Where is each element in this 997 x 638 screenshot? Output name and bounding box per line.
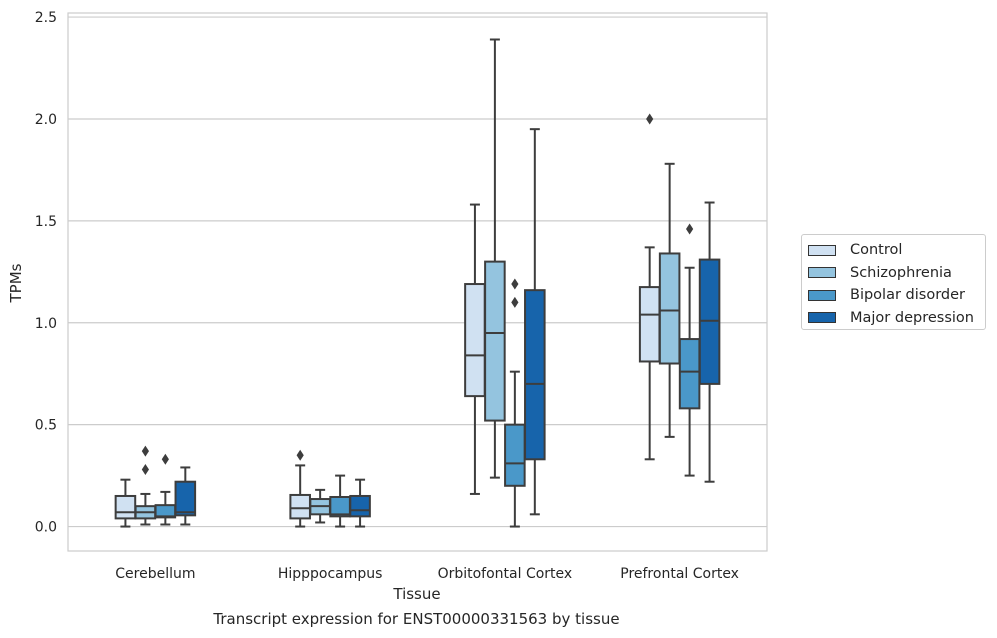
chart-title: Transcript expression for ENST0000033156… xyxy=(213,610,620,628)
y-tick-labels: 0.0 0.5 1.0 1.5 2.0 2.5 xyxy=(35,10,57,535)
x-tick-label: Hipppocampus xyxy=(278,566,383,582)
iqr-box xyxy=(504,423,526,487)
outlier-point xyxy=(511,278,519,290)
x-tick-label: Orbitofontal Cortex xyxy=(438,566,573,582)
iqr-box xyxy=(114,494,137,520)
legend-label: Control xyxy=(850,242,903,259)
x-tick-labels: Cerebellum Hipppocampus Orbitofontal Corte… xyxy=(115,566,739,582)
box-bipolar-disorder xyxy=(329,474,351,528)
box-schizophrenia xyxy=(309,488,331,524)
outlier-point xyxy=(686,223,694,235)
y-tick-label: 1.0 xyxy=(35,316,57,332)
outlier-point xyxy=(161,453,169,465)
iqr-box xyxy=(698,258,721,385)
plot-area-frame xyxy=(67,12,768,552)
y-tick-label: 0.5 xyxy=(35,418,57,434)
box-bipolar-disorder xyxy=(504,278,526,528)
box-major-depression xyxy=(698,201,721,483)
y-tick-label: 0.0 xyxy=(35,520,57,536)
y-tick-label: 2.5 xyxy=(35,10,57,26)
legend-swatch xyxy=(808,267,836,279)
outlier-point xyxy=(141,445,149,457)
iqr-box xyxy=(349,494,371,518)
box-schizophrenia xyxy=(134,445,157,526)
iqr-box xyxy=(678,338,701,410)
y-tick-label: 1.5 xyxy=(35,214,57,230)
legend-swatch xyxy=(808,289,836,301)
box-bipolar-disorder xyxy=(154,453,177,526)
iqr-box xyxy=(464,283,486,398)
x-tick-label: Prefrontal Cortex xyxy=(620,566,739,582)
iqr-box xyxy=(484,260,506,422)
x-axis-label: Tissue xyxy=(392,585,440,603)
box-control xyxy=(464,203,486,495)
x-tick-label: Cerebellum xyxy=(115,566,195,582)
box-bipolar-disorder xyxy=(678,223,701,477)
outlier-point xyxy=(511,296,519,308)
legend-item: Bipolar disorder xyxy=(808,284,985,307)
legend-item: Major depression xyxy=(808,307,985,330)
iqr-box xyxy=(174,480,197,517)
legend-item: Schizophrenia xyxy=(808,262,985,285)
iqr-box xyxy=(524,289,546,461)
box-control xyxy=(114,478,137,528)
box-control xyxy=(638,113,661,461)
y-tick-label: 2.0 xyxy=(35,112,57,128)
box-major-depression xyxy=(174,466,197,526)
box-schizophrenia xyxy=(658,162,681,438)
iqr-box xyxy=(289,493,311,520)
outlier-point xyxy=(296,449,304,461)
legend-label: Bipolar disorder xyxy=(850,287,965,304)
iqr-box xyxy=(638,286,661,363)
box-control xyxy=(289,449,311,528)
y-axis-label: TPMs xyxy=(7,263,25,303)
legend-swatch xyxy=(808,244,836,256)
legend-label: Schizophrenia xyxy=(850,264,952,281)
legend-swatch xyxy=(808,312,836,324)
gridlines xyxy=(68,16,767,528)
box-major-depression xyxy=(524,128,546,516)
legend-label: Major depression xyxy=(850,309,974,326)
iqr-box xyxy=(658,252,681,365)
outlier-point xyxy=(141,463,149,475)
box-schizophrenia xyxy=(484,38,506,479)
legend-item: Control xyxy=(808,239,985,262)
outlier-point xyxy=(646,113,654,125)
box-series xyxy=(114,38,721,528)
legend: Control Schizophrenia Bipolar disorder Majo… xyxy=(801,234,986,330)
box-major-depression xyxy=(349,478,371,528)
